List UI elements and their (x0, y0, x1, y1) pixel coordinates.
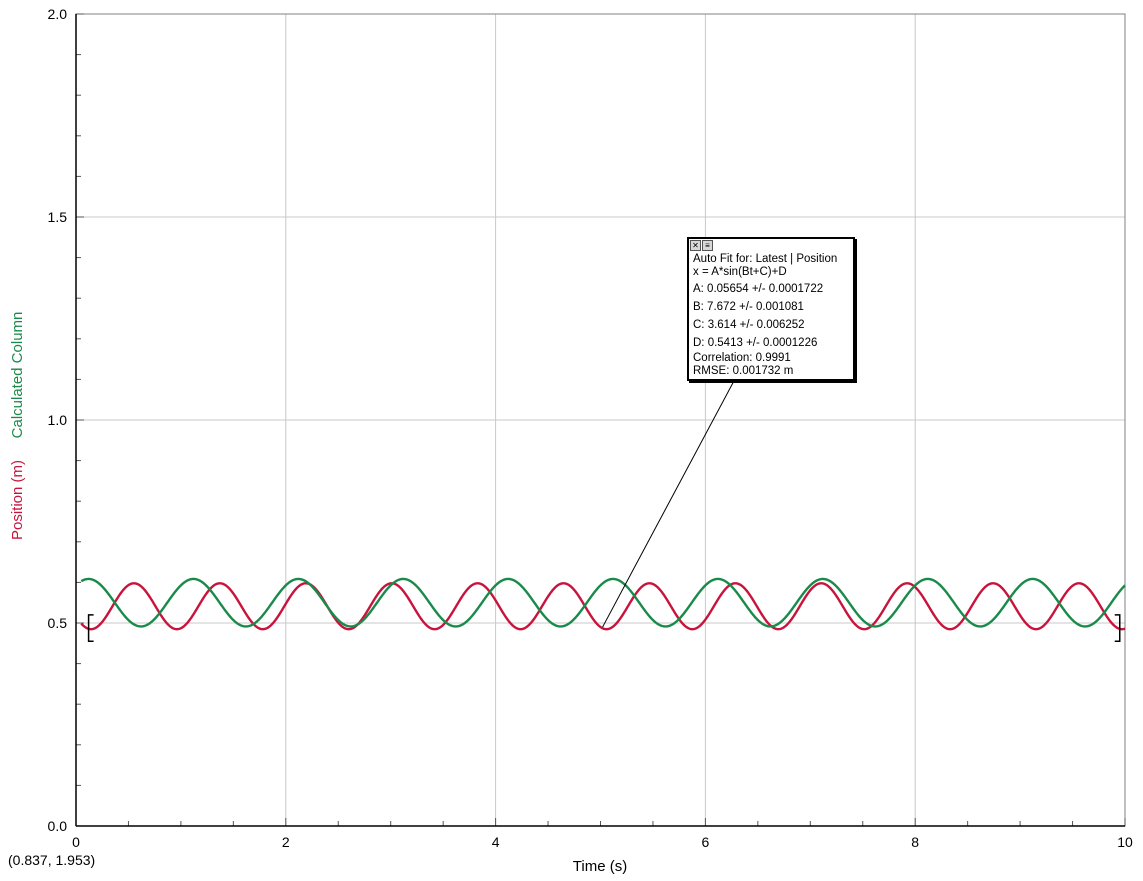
fit-param-d: D: 0.5413 +/- 0.0001226 (693, 337, 818, 349)
fit-correlation: Correlation: 0.9991 (693, 352, 791, 364)
range-brackets (87, 614, 1121, 643)
y-axis-title-calculated: Calculated Column (9, 312, 26, 439)
axis-ticks: 0 2 4 6 8 10 0.0 0.5 1.0 1.5 2.0 (48, 6, 1133, 850)
fit-param-b: B: 7.672 +/- 0.001081 (693, 301, 804, 313)
close-icon[interactable]: ✕ (690, 240, 701, 251)
x-tick-label: 10 (1117, 834, 1133, 850)
range-bracket-right[interactable] (1114, 614, 1121, 643)
series-line-calculated (80, 577, 1126, 628)
x-tick-label: 6 (702, 834, 710, 850)
options-icon[interactable]: ≡ (702, 240, 713, 251)
x-axis-title: Time (s) (573, 858, 627, 875)
fit-title: Auto Fit for: Latest | Position (693, 253, 838, 265)
x-tick-label: 8 (911, 834, 919, 850)
y-tick-label: 1.5 (48, 209, 68, 225)
y-axis-title-position: Position (m) (9, 460, 26, 540)
x-tick-label: 2 (282, 834, 290, 850)
series-group (80, 577, 1126, 631)
y-tick-label: 0.0 (48, 818, 68, 834)
cursor-readout: (0.837, 1.953) (8, 852, 96, 868)
y-tick-label: 1.0 (48, 412, 68, 428)
fit-param-c: C: 3.614 +/- 0.006252 (693, 319, 805, 331)
fit-equation: x = A*sin(Bt+C)+D (693, 266, 787, 278)
fit-rmse: RMSE: 0.001732 m (693, 365, 794, 377)
x-tick-label: 0 (72, 834, 80, 850)
auto-fit-box[interactable]: ✕ ≡ Auto Fit for: Latest | Position x = … (687, 237, 855, 381)
x-tick-label: 4 (492, 834, 500, 850)
y-tick-label: 2.0 (48, 6, 68, 22)
y-tick-label: 0.5 (48, 615, 68, 631)
fit-param-a: A: 0.05654 +/- 0.0001722 (693, 283, 824, 295)
fit-pointer-line (602, 378, 736, 628)
range-bracket-left[interactable] (87, 614, 94, 643)
series-line-position (80, 582, 1126, 631)
